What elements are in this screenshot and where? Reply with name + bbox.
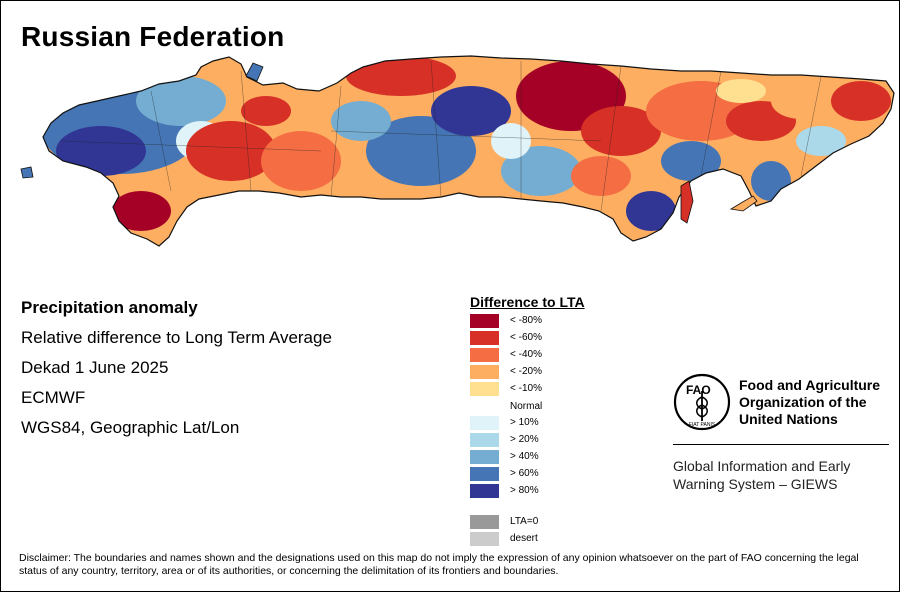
legend-wet-class-label: > 80% xyxy=(510,485,539,496)
legend-wet-class-swatch xyxy=(470,467,499,481)
legend-dry-class-swatch xyxy=(470,365,499,379)
legend-dry-class-swatch xyxy=(470,331,499,345)
time-period: Dekad 1 June 2025 xyxy=(21,358,169,377)
data-source: ECMWF xyxy=(21,388,86,407)
fao-organization-name: Food and Agriculture Organization of the… xyxy=(739,377,899,428)
giews-name: Global Information and Early Warning Sys… xyxy=(673,457,889,493)
legend-dry-class-row: < -20% xyxy=(470,365,585,379)
fao-divider xyxy=(673,444,889,445)
legend-wet-class-row: > 10% xyxy=(470,416,585,430)
legend-special-class-swatch xyxy=(470,515,499,529)
legend-title: Difference to LTA xyxy=(470,294,585,310)
legend-dry-class-label: < -10% xyxy=(510,383,542,394)
legend-wet-class-swatch xyxy=(470,450,499,464)
legend-special-class-label: desert xyxy=(510,533,538,544)
legend-wet-class-swatch xyxy=(470,416,499,430)
fao-name-line-2: Organization of the xyxy=(739,394,867,410)
legend-wet-class-swatch xyxy=(470,433,499,447)
legend-wet-class-row: > 20% xyxy=(470,433,585,447)
legend-dry-class-label: < -20% xyxy=(510,366,542,377)
legend-dry-class-row: < -60% xyxy=(470,331,585,345)
precipitation-anomaly-map xyxy=(1,1,899,291)
fao-logo-motto: FIAT PANIS xyxy=(689,422,716,428)
legend-special-class-swatch xyxy=(470,532,499,546)
legend: Difference to LTA < -80% < -60% < -40% < -2… xyxy=(470,294,585,549)
legend-dry-class-row: < -80% xyxy=(470,314,585,328)
fao-logo-letter-f: FAO xyxy=(686,383,711,397)
legend-dry-class-label: < -60% xyxy=(510,332,542,343)
giews-line-2: Warning System – GIEWS xyxy=(673,476,838,492)
legend-dry-class-swatch xyxy=(470,382,499,396)
map-title: Russian Federation xyxy=(21,21,285,52)
map-metadata: Precipitation anomaly Relative differenc… xyxy=(21,299,332,449)
legend-dry-class-swatch xyxy=(470,348,499,362)
fao-name-line-3: United Nations xyxy=(739,411,838,427)
projection: WGS84, Geographic Lat/Lon xyxy=(21,418,240,437)
legend-special-class-label: LTA=0 xyxy=(510,516,539,527)
legend-special-class-row: desert xyxy=(470,532,585,546)
legend-wet-class-row: > 80% xyxy=(470,484,585,498)
legend-normal-label: Normal xyxy=(510,401,543,412)
legend-wet-class-label: > 20% xyxy=(510,434,539,445)
fao-logo-icon: FAO FIAT PANIS xyxy=(673,373,731,431)
legend-dry-class-row: < -40% xyxy=(470,348,585,362)
legend-normal: Normal xyxy=(470,399,585,413)
legend-dry-class-row: < -10% xyxy=(470,382,585,396)
legend-special-class-row: LTA=0 xyxy=(470,515,585,529)
legend-wet-class-swatch xyxy=(470,484,499,498)
fao-name-line-1: Food and Agriculture xyxy=(739,377,881,393)
legend-dry-class-label: < -80% xyxy=(510,315,542,326)
legend-dry-class-label: < -40% xyxy=(510,349,542,360)
legend-wet-class-label: > 40% xyxy=(510,451,539,462)
legend-dry-class-swatch xyxy=(470,314,499,328)
giews-line-1: Global Information and Early xyxy=(673,458,851,474)
anomaly-raster xyxy=(43,56,894,246)
legend-wet-class-label: > 10% xyxy=(510,417,539,428)
legend-wet-class-row: > 40% xyxy=(470,450,585,464)
product-name: Precipitation anomaly xyxy=(21,298,198,317)
legend-wet-class-row: > 60% xyxy=(470,467,585,481)
legend-wet-class-label: > 60% xyxy=(510,468,539,479)
disclaimer: Disclaimer: The boundaries and names sho… xyxy=(19,552,859,577)
product-description: Relative difference to Long Term Average xyxy=(21,328,332,347)
